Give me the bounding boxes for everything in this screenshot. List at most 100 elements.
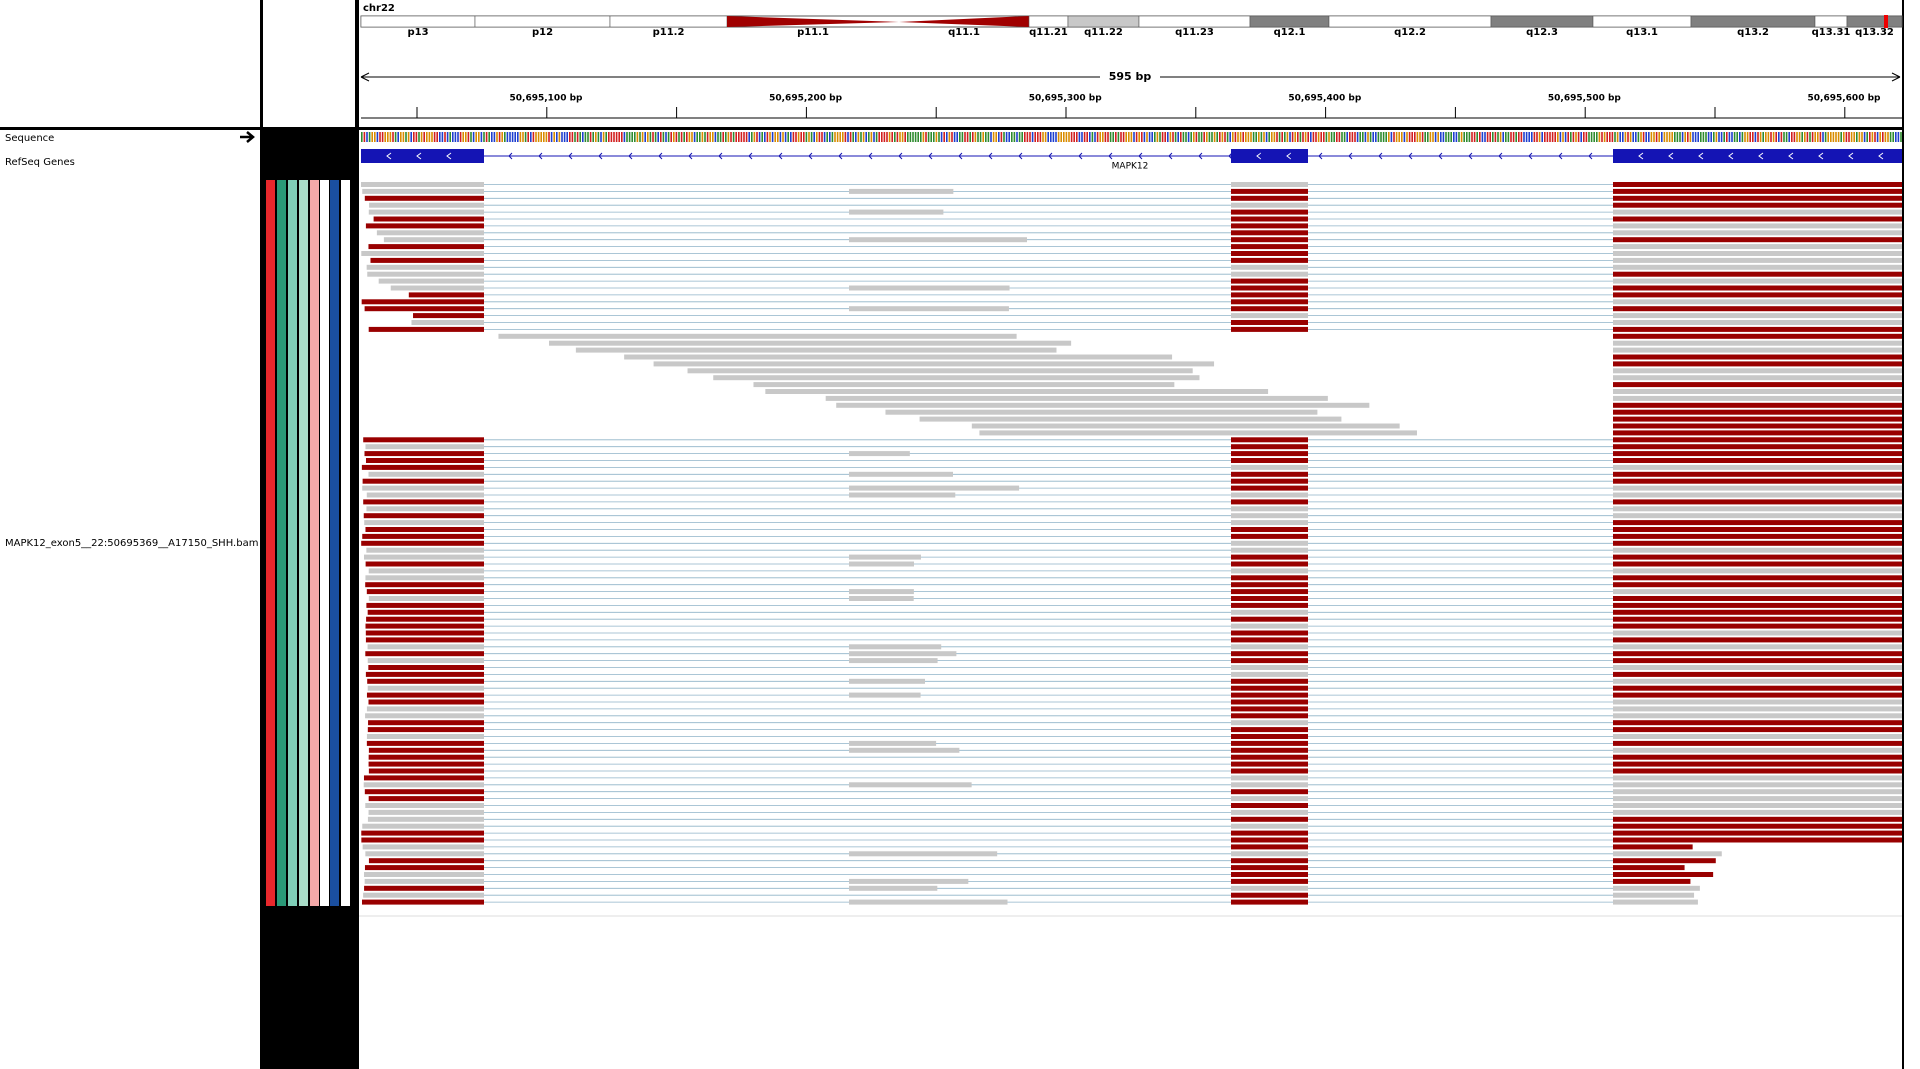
read <box>885 409 1318 415</box>
base <box>795 132 797 142</box>
read <box>1231 306 1308 312</box>
chevron <box>988 152 993 160</box>
chevron <box>1078 152 1083 160</box>
position-label: 50,695,300 bp <box>1029 94 1103 104</box>
base <box>1767 132 1770 142</box>
base <box>987 132 990 142</box>
base <box>688 132 691 142</box>
base <box>1447 132 1450 142</box>
base <box>1154 132 1156 142</box>
strand-arrow[interactable] <box>240 131 255 143</box>
base <box>727 132 730 142</box>
base <box>431 132 433 142</box>
base <box>782 132 784 142</box>
base <box>1294 132 1296 142</box>
base <box>1224 132 1226 142</box>
base <box>1850 132 1853 142</box>
read <box>1613 416 1902 422</box>
base <box>842 132 844 142</box>
read <box>376 230 484 236</box>
base <box>1330 132 1333 142</box>
base <box>1063 132 1065 142</box>
read <box>365 458 484 463</box>
read <box>368 747 484 753</box>
chevron <box>1228 152 1233 160</box>
base <box>597 132 600 142</box>
read <box>1613 692 1902 698</box>
base <box>1694 132 1697 142</box>
base <box>1211 132 1213 142</box>
base <box>649 132 652 142</box>
base <box>1512 132 1515 142</box>
read <box>366 547 484 553</box>
base <box>1427 132 1429 142</box>
read <box>1613 188 1902 194</box>
base <box>1463 132 1465 142</box>
read <box>363 872 484 877</box>
base <box>701 132 704 142</box>
cytoband-label: q12.1 <box>1274 27 1306 38</box>
read <box>1613 182 1902 187</box>
read <box>1231 244 1308 250</box>
base <box>657 132 659 142</box>
base <box>667 132 670 142</box>
read <box>849 885 938 891</box>
attribute-cell <box>288 180 297 906</box>
base <box>777 132 779 142</box>
read <box>1613 244 1902 250</box>
base <box>961 132 964 142</box>
base <box>1304 132 1307 142</box>
read <box>390 285 484 291</box>
base <box>1401 132 1403 142</box>
base <box>1702 132 1705 142</box>
base <box>615 132 618 142</box>
base <box>834 132 836 142</box>
base <box>1494 132 1497 142</box>
read <box>849 740 937 746</box>
read <box>1613 257 1902 263</box>
read <box>1613 326 1902 332</box>
read <box>1613 209 1902 215</box>
base <box>1564 132 1567 142</box>
attribute-cell <box>299 180 308 906</box>
read <box>1613 230 1902 236</box>
base <box>1619 132 1621 142</box>
base <box>1320 132 1322 142</box>
base <box>379 132 381 142</box>
read <box>849 692 921 698</box>
chevron <box>838 152 843 160</box>
read <box>362 533 484 539</box>
chevron <box>1818 152 1824 160</box>
base <box>405 132 407 142</box>
read <box>1613 561 1902 567</box>
base <box>394 132 397 142</box>
base <box>1057 132 1060 142</box>
base <box>361 132 363 142</box>
cytoband-label: q13.32 <box>1855 27 1894 38</box>
base <box>1518 132 1520 142</box>
base <box>1052 132 1055 142</box>
base <box>1541 132 1543 142</box>
chevron <box>1408 152 1413 160</box>
base <box>836 132 839 142</box>
base <box>1242 132 1244 142</box>
base <box>743 132 745 142</box>
read <box>1613 596 1902 601</box>
read <box>971 423 1400 429</box>
position-label: 50,695,100 bp <box>510 94 584 104</box>
base <box>972 132 974 142</box>
base <box>813 132 815 142</box>
read <box>1231 706 1308 712</box>
chevron <box>1318 152 1323 160</box>
base <box>797 132 800 142</box>
base <box>1070 132 1073 142</box>
base <box>670 132 672 142</box>
base <box>1570 132 1572 142</box>
base <box>1832 132 1835 142</box>
base <box>800 132 802 142</box>
base <box>774 132 776 142</box>
base <box>1390 132 1393 142</box>
read <box>361 182 484 187</box>
base <box>914 132 917 142</box>
